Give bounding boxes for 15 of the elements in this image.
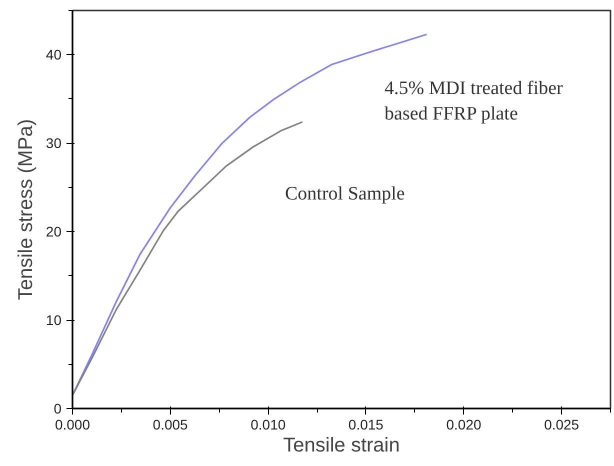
- x-tick-label: 0.015: [348, 416, 384, 432]
- y-tick-label: 0: [54, 400, 62, 416]
- text: Control Sample: [285, 184, 405, 205]
- y-tick-label: 30: [46, 135, 62, 152]
- x-tick-label: 0.000: [54, 416, 90, 432]
- y-tick-label: 40: [46, 46, 62, 63]
- y-tick-label: 20: [46, 224, 62, 240]
- x-tick-label: 0.025: [544, 416, 580, 432]
- x-axis-title: Tensile strain: [283, 434, 400, 456]
- y-tick-label: 10: [46, 312, 62, 328]
- series-label: 4.5% MDI treated fiber based FFRP plate: [384, 78, 564, 124]
- x-tick-label: 0.005: [152, 416, 188, 432]
- y-axis-title: Tensile stress (MPa): [14, 118, 37, 300]
- x-tick-label: 0.010: [250, 416, 286, 432]
- x-tick-label: 0.020: [446, 416, 482, 432]
